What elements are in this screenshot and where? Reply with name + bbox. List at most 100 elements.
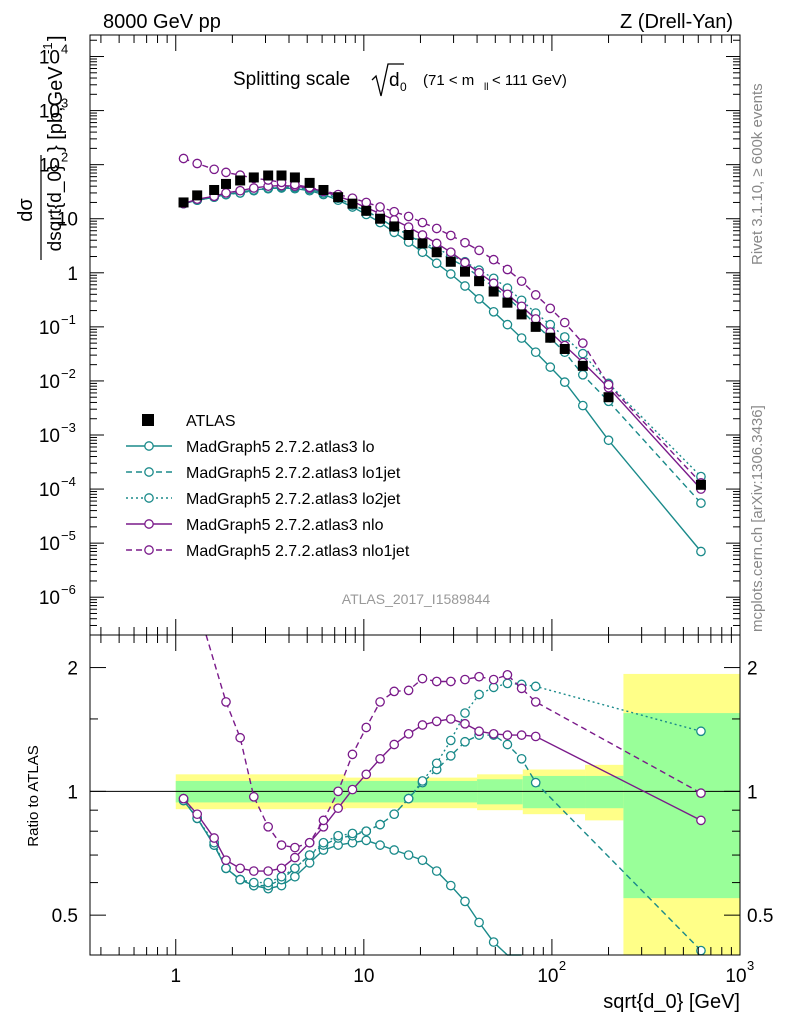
series-point	[460, 718, 470, 729]
uncertainty-band-inner	[623, 713, 740, 899]
series-point	[318, 837, 329, 848]
atlas-data-point	[516, 309, 527, 320]
legend-label: MadGraph5 2.7.2.atlas3 nlo	[186, 517, 384, 534]
series-point	[696, 815, 706, 826]
series-point	[516, 276, 527, 287]
atlas-data-point	[417, 238, 428, 249]
sqrt-sign	[371, 63, 404, 97]
series-point	[516, 333, 527, 343]
series-point	[488, 306, 499, 317]
ratio-plot-frame	[89, 634, 741, 956]
series-point	[361, 769, 372, 780]
series-point	[361, 826, 372, 837]
legend-marker	[144, 441, 154, 451]
legend: ATLAS MadGraph5 2.7.2.atlas3 lo MadGraph5 …	[126, 413, 410, 560]
atlas-data-point	[488, 286, 499, 297]
series-point	[235, 874, 246, 885]
series-point	[248, 791, 259, 802]
series-point	[502, 319, 513, 330]
series-point	[389, 845, 400, 855]
top-ytick-exponent: 2	[61, 150, 68, 165]
atlas-data-point	[333, 192, 344, 203]
series-point	[333, 803, 343, 814]
series-point	[431, 758, 442, 769]
top-ytick-label: 10	[39, 426, 60, 447]
ratio-ytick-label: 1	[67, 782, 78, 803]
legend-item: MadGraph5 2.7.2.atlas3 nlo	[126, 517, 384, 534]
top-ytick-exponent: −6	[61, 582, 76, 597]
series-point	[375, 202, 385, 212]
atlas-data-point	[289, 172, 300, 183]
series-point	[209, 833, 219, 843]
series-point	[375, 697, 385, 707]
title-symbol: d	[389, 70, 400, 91]
series-point	[502, 264, 513, 275]
series-point	[559, 332, 570, 342]
series-point	[488, 728, 499, 739]
series-point	[431, 716, 442, 727]
ylabel-unit-sup: -1	[40, 42, 55, 54]
series-point	[502, 289, 513, 300]
series-point	[530, 290, 541, 300]
series-point	[502, 730, 513, 740]
series-point	[221, 697, 231, 707]
series-point	[389, 686, 400, 697]
legend-label: MadGraph5 2.7.2.atlas3 nlo1jet	[186, 543, 410, 560]
top-ytick-label: 10	[57, 210, 78, 231]
atlas-data-point	[389, 221, 400, 232]
series-point	[445, 676, 456, 687]
atlas-data-point	[445, 256, 456, 267]
series-point	[417, 217, 428, 228]
atlas-data-point	[235, 175, 246, 186]
atlas-data-point	[192, 190, 203, 201]
top-ytick-label: 10	[39, 480, 60, 501]
legend-item: MadGraph5 2.7.2.atlas3 nlo1jet	[126, 543, 410, 560]
series-point	[403, 793, 414, 804]
legend-item: MadGraph5 2.7.2.atlas3 lo1jet	[126, 465, 401, 482]
atlas-data-point	[530, 321, 541, 332]
series-point	[192, 809, 203, 820]
top-ytick-label: 10	[39, 102, 60, 123]
atlas-data-point	[695, 479, 706, 490]
xtick-label: 1	[170, 966, 181, 987]
ylabel-unit-end: ]	[45, 35, 67, 41]
header-right: Z (Drell-Yan)	[620, 11, 733, 33]
top-ytick-label: 1	[67, 264, 78, 285]
series-point	[530, 681, 541, 692]
series-point	[347, 749, 358, 760]
series-point	[474, 267, 484, 278]
series-point	[445, 247, 456, 258]
series-point	[263, 866, 274, 876]
top-ytick-label: 10	[39, 372, 60, 393]
series-point	[431, 258, 442, 269]
series-point	[460, 736, 470, 747]
mcplots-label: mcplots.cern.ch [arXiv:1306.3436]	[749, 405, 766, 632]
atlas-data-point	[559, 343, 570, 354]
series-point	[417, 230, 428, 240]
series-point	[347, 784, 358, 795]
series-point	[276, 863, 287, 874]
atlas-data-point	[209, 184, 220, 195]
series-point	[559, 317, 570, 328]
series-point	[516, 683, 527, 694]
xtick-label: 10	[725, 966, 746, 987]
series-point	[209, 164, 219, 175]
top-ytick-exponent: −2	[61, 366, 76, 381]
xtick-label: 10	[537, 966, 558, 987]
series-point	[577, 369, 588, 380]
y-axis-label: dσ dsqrt{d_0} } [pb,GeV -1 ]	[15, 35, 67, 260]
top-ytick-exponent: −4	[61, 474, 76, 489]
series-point	[530, 347, 541, 358]
x-axis-label: sqrt{d_0} [GeV]	[603, 991, 740, 1013]
analysis-id: ATLAS_2017_I1589844	[342, 591, 491, 607]
series-point	[431, 676, 442, 687]
atlas-data-point	[502, 297, 513, 308]
title-main: Splitting scale	[233, 69, 350, 90]
series-point	[460, 674, 470, 685]
legend-label: ATLAS	[186, 413, 236, 430]
series-point	[417, 720, 428, 730]
top-ytick-label: 10	[39, 48, 60, 69]
series-point	[221, 855, 231, 866]
